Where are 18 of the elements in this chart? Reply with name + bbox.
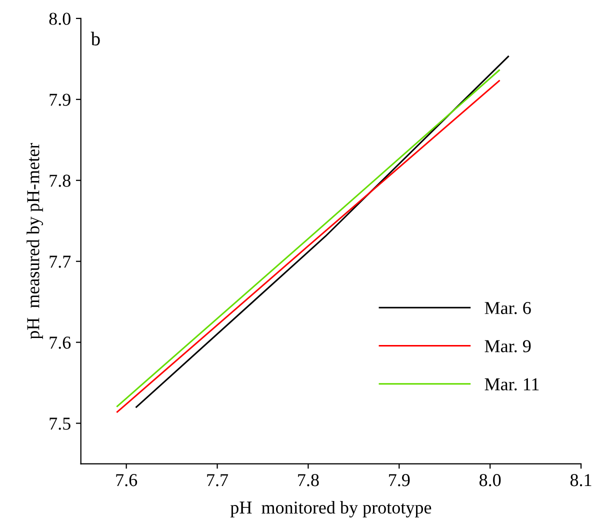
y-tick-label: 7.9 (50, 94, 70, 106)
legend-label: Mar. 11 (484, 378, 539, 390)
x-tick-label: 7.9 (389, 474, 410, 486)
y-tick-label: 7.6 (50, 336, 71, 349)
legend-label: Mar. 9 (484, 340, 531, 352)
x-tick-label: 8.0 (479, 474, 501, 486)
y-tick-label: 7.5 (50, 418, 70, 430)
y-tick-label: 7.8 (50, 174, 70, 187)
y-axis-title: pH measured by pH-meter (26, 142, 44, 340)
x-tick-label: 7.6 (116, 474, 138, 486)
legend-label: Mar. 6 (484, 302, 531, 314)
x-tick-label: 7.7 (207, 474, 228, 486)
y-tick-label: 7.7 (50, 256, 71, 268)
x-tick-label: 7.8 (298, 474, 319, 486)
y-tick-label: 8.0 (49, 12, 70, 25)
x-axis-title: pH monitored by prototype (230, 500, 432, 518)
x-tick-label: 8.1 (570, 474, 592, 486)
annotation: b (90, 32, 100, 46)
